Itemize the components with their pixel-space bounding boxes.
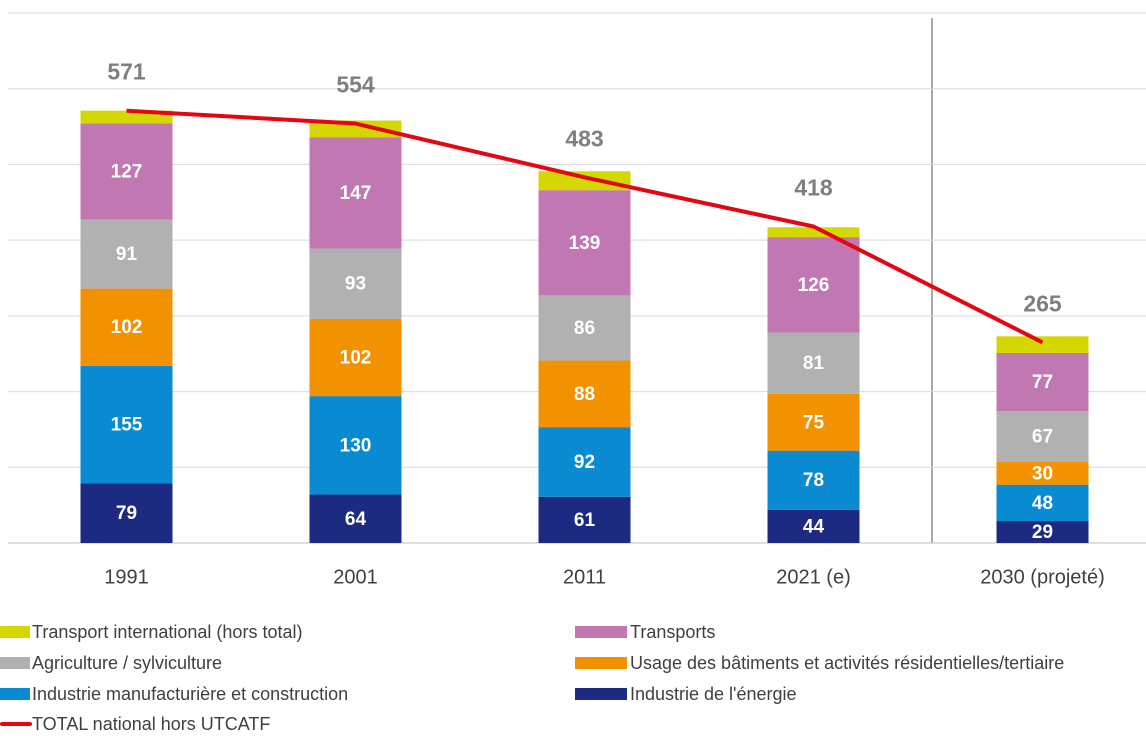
segment-label: 126	[798, 275, 830, 296]
legend-label: Industrie de l'énergie	[630, 684, 797, 704]
bar-segment	[538, 496, 631, 543]
segment-label: 139	[569, 233, 601, 254]
bar-segment	[996, 521, 1089, 543]
total-label: 571	[107, 59, 146, 85]
segment-label: 127	[111, 162, 143, 183]
segment-label: 91	[116, 244, 138, 265]
bar-segment	[996, 411, 1089, 462]
bar-segment	[309, 137, 402, 249]
x-tick-label: 1991	[104, 566, 149, 588]
bar-segment	[538, 427, 631, 497]
segment-label: 44	[803, 516, 825, 537]
bar-segment	[767, 509, 860, 543]
total-label: 483	[565, 125, 603, 151]
legend-label: Usage des bâtiments et activités résiden…	[630, 653, 1064, 673]
segment-label: 67	[1032, 427, 1053, 448]
bar-segment	[80, 219, 173, 289]
legend-swatch	[575, 626, 627, 638]
segment-label: 93	[345, 274, 366, 295]
total-line	[126, 108, 1044, 345]
bar-segment	[538, 295, 631, 361]
segment-label: 147	[340, 183, 372, 204]
bar-segment	[309, 318, 402, 397]
bar-segment	[767, 450, 860, 510]
segment-label: 102	[340, 348, 372, 369]
segment-label: 77	[1032, 372, 1053, 393]
bar-segment	[996, 352, 1089, 412]
bar-segment	[538, 360, 631, 428]
bar-segment	[767, 332, 860, 394]
bar-segment	[996, 336, 1089, 353]
bar-segment	[538, 171, 631, 191]
x-tick-label: 2030 (projeté)	[980, 566, 1105, 588]
x-tick-label: 2011	[563, 566, 606, 588]
bar-segment	[767, 227, 860, 238]
legend-label: Transport international (hors total)	[32, 622, 302, 642]
segment-label: 92	[574, 452, 595, 473]
bar-segment	[996, 461, 1089, 485]
segment-label: 75	[803, 412, 825, 433]
bar-segment	[80, 288, 173, 366]
segment-label: 155	[111, 415, 143, 436]
legend-swatch	[575, 688, 627, 700]
segment-label: 88	[574, 384, 595, 405]
x-tick-label: 2001	[333, 566, 378, 588]
legend-label: Agriculture / sylviculture	[32, 653, 222, 673]
bar-segment	[309, 120, 402, 138]
bar-segment	[309, 248, 402, 319]
legend-swatch	[575, 657, 627, 669]
segment-label: 29	[1032, 522, 1053, 543]
x-tick-label: 2021 (e)	[776, 566, 851, 588]
total-label: 265	[1023, 290, 1062, 316]
legend-label: Transports	[630, 622, 715, 642]
bar-segment	[80, 483, 173, 543]
bar-segment	[767, 237, 860, 333]
segment-label: 30	[1032, 463, 1053, 484]
legend-swatch	[0, 688, 30, 700]
segment-label: 78	[803, 470, 824, 491]
bar-segment	[767, 393, 860, 451]
bar-segment	[309, 396, 402, 495]
segment-label: 64	[345, 509, 367, 530]
bar-segment	[996, 484, 1089, 522]
segment-label: 102	[111, 317, 143, 338]
segment-label: 81	[803, 353, 825, 374]
bar-segment	[80, 123, 173, 220]
segment-label: 86	[574, 318, 595, 339]
segment-label: 79	[116, 503, 137, 524]
segment-label: 61	[574, 510, 596, 531]
bar-segment	[309, 494, 402, 543]
legend-swatch	[0, 626, 30, 638]
bar-segment	[538, 190, 631, 296]
legend-label: TOTAL national hors UTCATF	[32, 714, 270, 734]
bar-segment	[80, 365, 173, 484]
legend-label: Industrie manufacturière et construction	[32, 684, 348, 704]
segment-label: 48	[1032, 493, 1053, 514]
segment-label: 130	[340, 435, 372, 456]
total-label: 418	[794, 175, 833, 201]
total-label: 554	[336, 72, 375, 98]
legend-swatch	[0, 657, 30, 669]
